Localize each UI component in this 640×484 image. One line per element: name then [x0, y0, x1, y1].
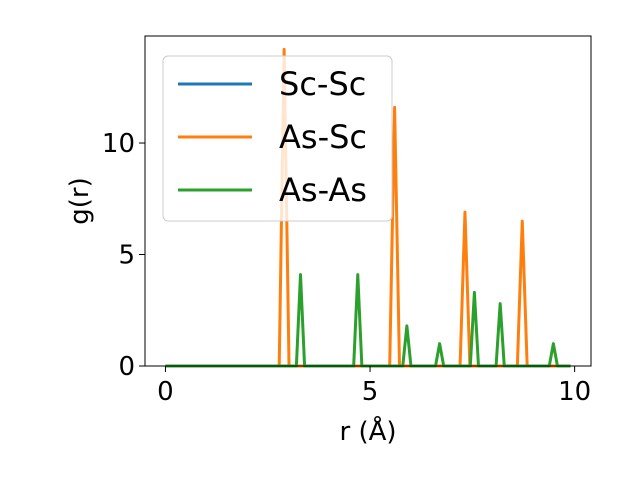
y-axis: 0 5 10 — [102, 129, 145, 382]
legend-box — [162, 55, 393, 222]
y-tick-label: 10 — [102, 129, 135, 159]
series-line-as-as — [165, 273, 571, 368]
legend-label-as-as: As-As — [279, 171, 367, 209]
x-tick-label: 5 — [362, 377, 379, 407]
y-tick-label: 0 — [118, 352, 135, 382]
plot-frame — [144, 35, 592, 367]
y-tick-label: 5 — [118, 241, 135, 271]
x-tick-label: 0 — [157, 377, 174, 407]
legend: Sc-Sc As-Sc As-As — [162, 55, 393, 222]
x-tick-label: 10 — [558, 377, 591, 407]
legend-label-sc-sc: Sc-Sc — [279, 65, 366, 103]
y-axis-label: g(r) — [65, 177, 95, 224]
x-axis-label: r (Å) — [339, 415, 396, 447]
legend-label-as-sc: As-Sc — [279, 118, 367, 156]
x-axis: 0 5 10 — [157, 366, 591, 407]
